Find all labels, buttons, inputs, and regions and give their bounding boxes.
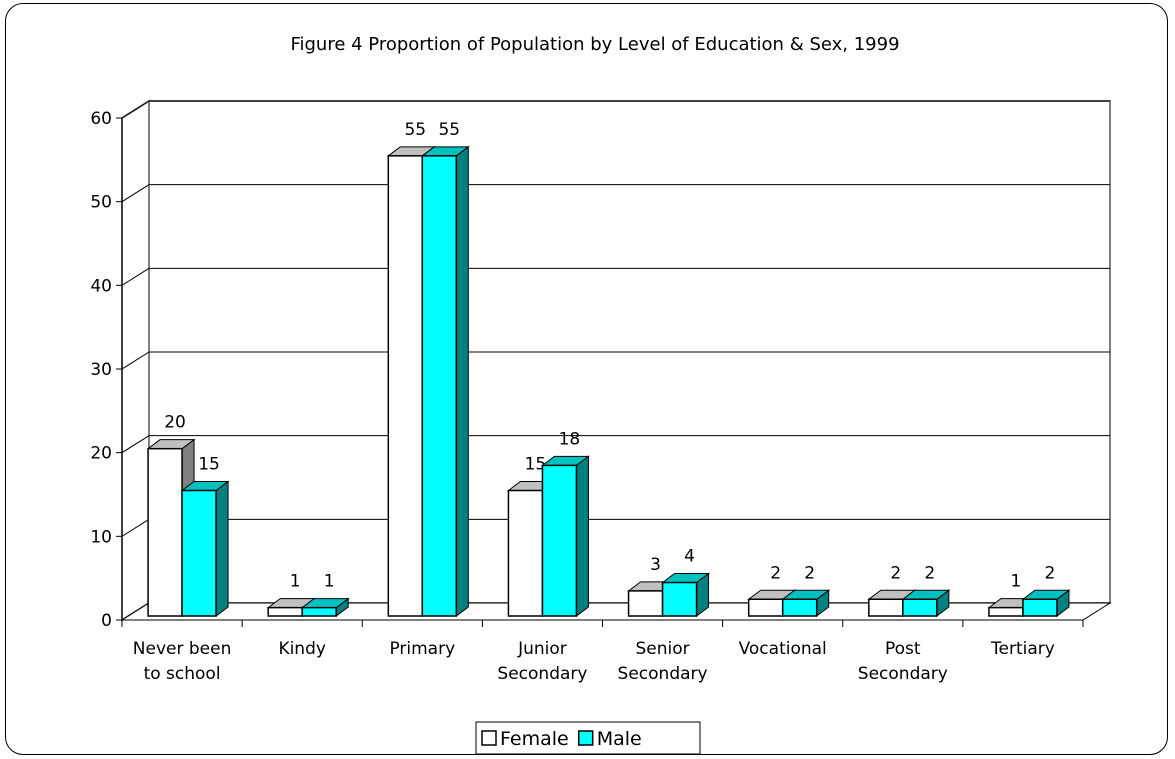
gridline-side [121,184,150,203]
bar-male [1021,589,1071,617]
bar-front [902,598,938,617]
x-tick-label: Post [885,639,921,659]
y-tick-label: 40 [90,276,112,296]
bar-male [781,589,831,617]
data-label: 3 [650,555,661,575]
chart-title: Figure 4 Proportion of Population by Lev… [290,34,899,55]
data-label: 15 [525,455,547,475]
gridline-side [121,435,150,454]
data-label: 55 [438,120,460,140]
gridline-side [121,518,150,537]
bar-front [267,606,303,617]
x-tick-label: Never been [133,639,232,659]
bar-male [420,145,470,617]
bar-front [147,447,183,617]
data-label: 1 [324,572,335,592]
y-tick-label: 10 [90,527,112,547]
data-label: 15 [198,455,220,475]
bar-front [1022,598,1058,617]
y-tick-label: 50 [90,193,112,213]
x-tick-label: Secondary [497,664,587,684]
data-label: 4 [684,547,695,567]
bar-front [627,590,664,617]
gridline-side [121,351,150,370]
legend-box [475,721,701,755]
bar-front [661,581,698,617]
data-label: 55 [404,120,426,140]
bar-male [661,572,711,617]
legend-label: Male [597,728,642,750]
data-label: 20 [164,413,186,433]
bar-front [387,155,424,617]
x-tick-label: Vocational [739,639,827,659]
bar-male [901,589,951,617]
x-tick-label: Secondary [618,664,708,684]
bar-male [540,455,590,617]
data-label: 2 [804,563,815,583]
bar-female [867,589,917,617]
y-tick-label: 20 [90,444,112,464]
bar-front [781,598,818,617]
bar-front [421,155,458,617]
x-tick-label: Secondary [858,664,948,684]
legend-swatch [577,730,594,746]
y-tick-label: 60 [90,109,112,129]
bar-front [507,489,544,617]
gridline-side [121,100,150,119]
data-label: 1 [1011,572,1022,592]
bar-side [455,145,469,617]
data-label: 2 [890,563,901,583]
bar-front [181,489,217,617]
bar-front [541,464,578,617]
legend-label: Female [500,728,569,750]
legend-swatch [481,730,497,746]
x-tick-label: Tertiary [990,639,1055,659]
bar-front [747,598,784,617]
bar-front [988,606,1024,617]
x-tick-label: Senior [635,639,689,659]
bar-front [868,598,904,617]
data-label: 2 [924,563,935,583]
bar-front [301,606,337,617]
bar-side [575,455,589,617]
x-tick-label: to school [144,664,221,684]
bar-male [300,597,350,617]
legend: Female Male [475,721,701,755]
plot-area: 0 10 20 30 40 50 60 20 15 Never been to school 1 1 Ki… [90,99,1112,684]
data-label: 2 [1045,563,1056,583]
bar-side [215,480,229,617]
x-tick-label: Primary [389,639,455,659]
y-tick-label: 30 [90,360,112,380]
y-tick-label: 0 [101,611,112,631]
gridline-side [121,267,150,286]
bar-male [180,480,230,617]
data-label: 1 [290,572,301,592]
data-label: 18 [559,429,581,449]
x-tick-label: Kindy [278,639,326,659]
data-label: 2 [770,563,781,583]
x-tick-label: Junior [517,639,567,659]
